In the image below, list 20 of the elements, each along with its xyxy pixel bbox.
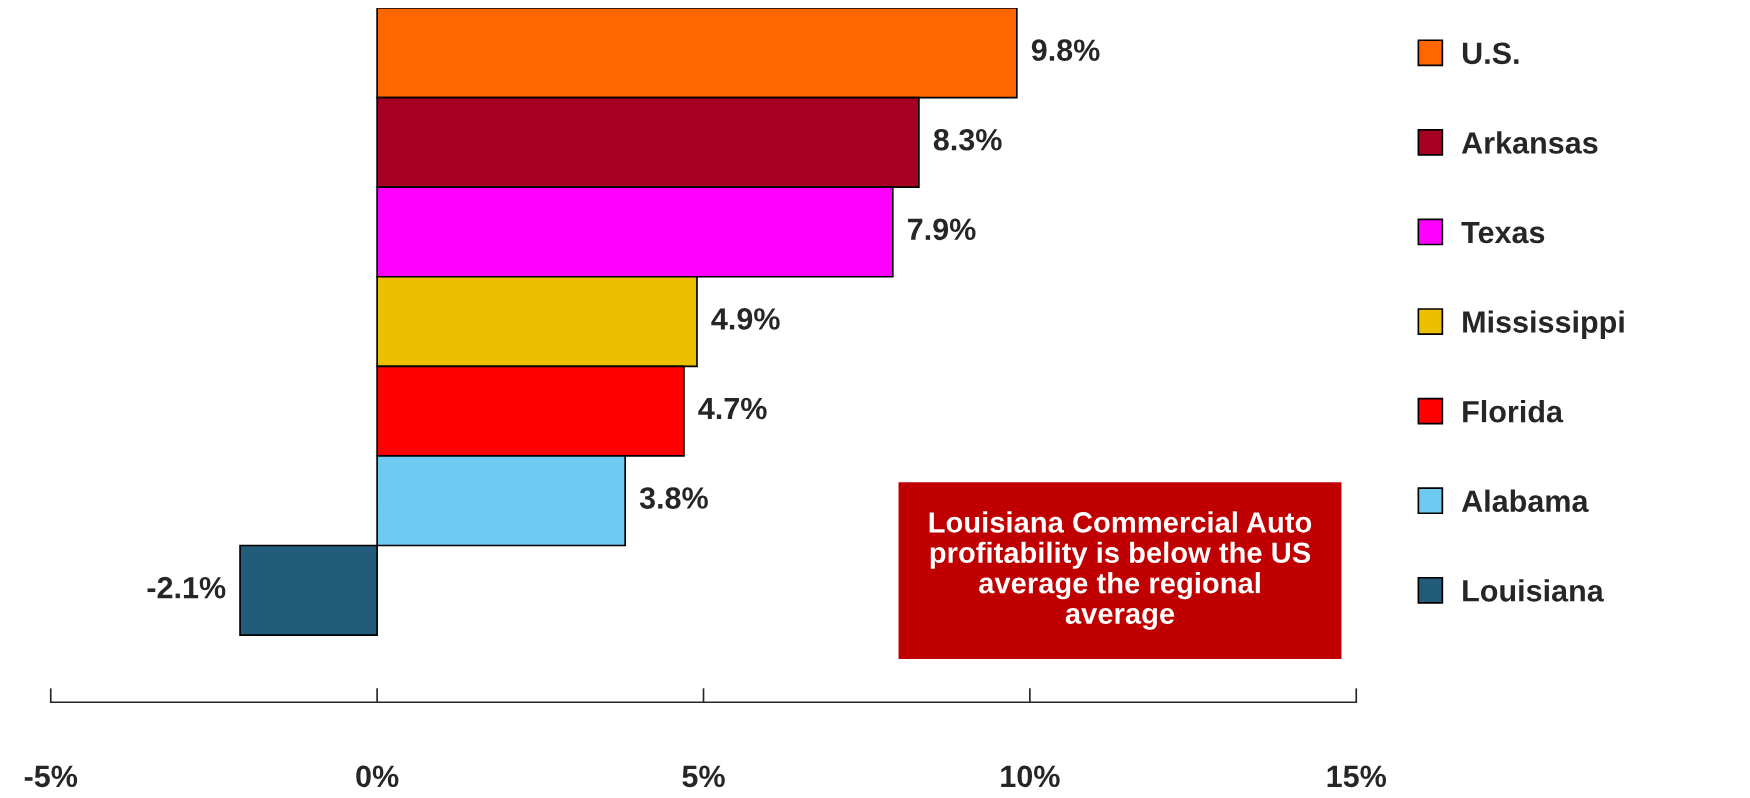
y-tick-label: Texas xyxy=(1461,221,1545,244)
y-tick-label: Mississippi xyxy=(1463,310,1624,339)
x-tick-label: 5% xyxy=(682,765,725,788)
x-tick-label: 10% xyxy=(1001,765,1060,788)
annotation: Louisiana Commercial Auto profitability is below the US average the regional average xyxy=(929,511,1312,630)
data-label: 3.8% xyxy=(639,487,708,509)
x-tick-label: 15% xyxy=(1327,765,1387,788)
y-tick-label: Arkansas xyxy=(1461,131,1598,154)
data-label: -2.1% xyxy=(147,576,226,599)
y-tick-label: Florida xyxy=(1463,400,1564,423)
y-tick-label: Alabama xyxy=(1461,489,1589,513)
data-label: 8.3% xyxy=(933,128,1002,151)
y-tick-label: U.S. xyxy=(1462,42,1519,65)
data-label: 7.9% xyxy=(908,218,976,241)
data-label: 9.8% xyxy=(1031,39,1100,61)
y-tick-label: Louisiana xyxy=(1463,579,1604,602)
data-label: 4.7% xyxy=(698,397,767,420)
data-label: 4.9% xyxy=(711,308,780,330)
x-tick-label: -5% xyxy=(24,765,78,788)
x-tick-label: 0% xyxy=(356,765,399,788)
